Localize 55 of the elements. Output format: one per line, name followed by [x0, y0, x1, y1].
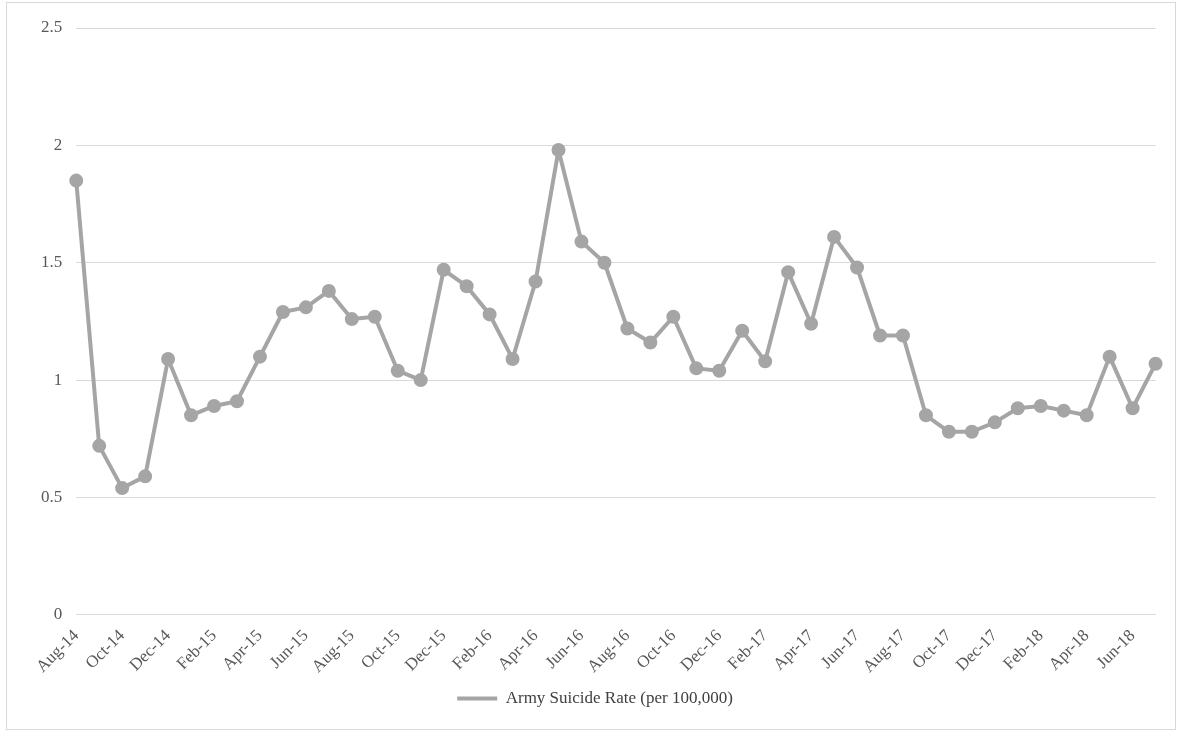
- point: [115, 481, 130, 496]
- point: [390, 363, 405, 378]
- point: [712, 363, 727, 378]
- point: [574, 234, 589, 249]
- point: [436, 262, 451, 277]
- point: [298, 300, 313, 315]
- point: [781, 265, 796, 280]
- point: [1102, 349, 1117, 364]
- y-tick-label: 2.5: [41, 17, 63, 37]
- point: [804, 316, 819, 331]
- point: [528, 274, 543, 289]
- point: [850, 260, 865, 275]
- point: [1056, 403, 1071, 418]
- point: [1033, 398, 1048, 413]
- point: [459, 279, 474, 294]
- point: [69, 173, 84, 188]
- point: [1148, 356, 1163, 371]
- point: [758, 354, 773, 369]
- point: [964, 424, 979, 439]
- y-tick-label: 1: [53, 369, 63, 389]
- point: [138, 469, 153, 484]
- point: [895, 328, 910, 343]
- point: [482, 307, 497, 322]
- point: [207, 398, 222, 413]
- point: [275, 305, 290, 320]
- point: [344, 312, 359, 327]
- point: [827, 229, 842, 244]
- point: [1079, 408, 1094, 423]
- point: [321, 283, 336, 298]
- y-tick-label: 1.5: [41, 252, 63, 272]
- point: [597, 255, 612, 270]
- point: [161, 351, 176, 366]
- point: [643, 335, 658, 350]
- point: [1010, 401, 1025, 416]
- point: [987, 415, 1002, 430]
- point: [367, 309, 382, 324]
- point: [551, 143, 566, 158]
- point: [252, 349, 267, 364]
- point: [735, 323, 750, 338]
- point: [918, 408, 933, 423]
- point: [620, 321, 635, 336]
- point: [505, 351, 520, 366]
- y-tick-label: 0.5: [41, 486, 63, 506]
- y-tick-label: 2: [53, 134, 63, 154]
- point: [92, 438, 107, 453]
- point: [413, 373, 428, 388]
- point: [184, 408, 199, 423]
- point: [1125, 401, 1140, 416]
- point: [941, 424, 956, 439]
- point: [873, 328, 887, 343]
- y-tick-label: 0: [53, 604, 63, 624]
- point: [689, 361, 704, 376]
- point: [666, 309, 681, 324]
- point: [230, 394, 244, 409]
- legend-label: Army Suicide Rate (per 100,000): [505, 687, 733, 707]
